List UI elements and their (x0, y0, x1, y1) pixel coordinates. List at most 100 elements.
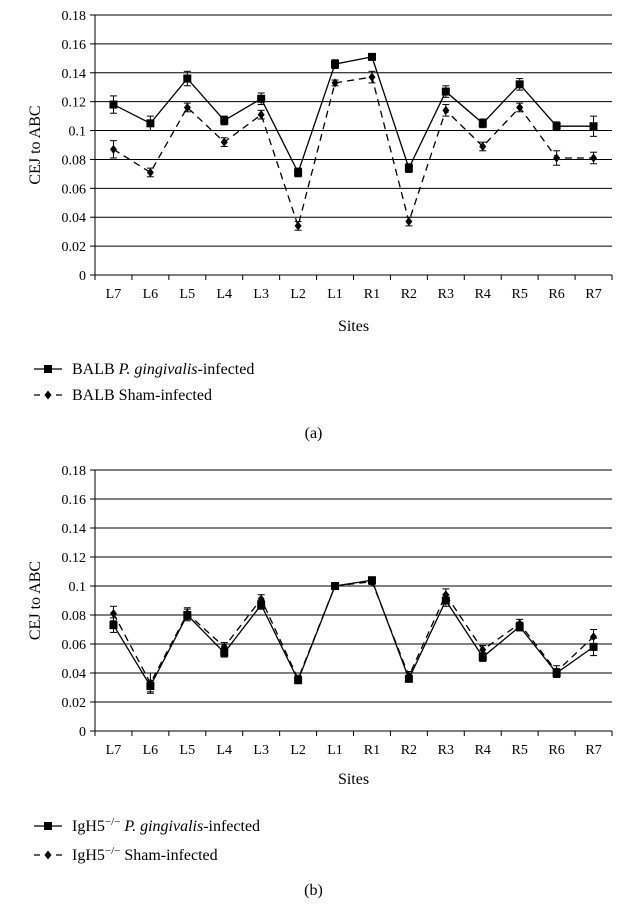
data-point-diamond (183, 609, 191, 619)
legend-label-part: -infected (198, 361, 255, 378)
y-tick-label: 0.08 (62, 609, 87, 624)
data-point-diamond (368, 577, 376, 587)
data-point-diamond (331, 581, 339, 591)
data-point-diamond (479, 141, 487, 151)
x-tick-label: L1 (327, 743, 343, 758)
legend-label-part: P. gingivalis (118, 361, 198, 378)
legend-label: IgH5−/− P. gingivalis-infected (72, 816, 260, 835)
legend-entry: IgH5−/− Sham-infected (34, 845, 218, 864)
data-point-square (404, 164, 413, 173)
legend-marker-square (44, 822, 52, 830)
x-axis-title: Sites (338, 318, 369, 335)
x-tick-label: R3 (438, 287, 454, 302)
y-tick-label: 0.06 (62, 182, 87, 197)
y-tick-label: 0 (79, 725, 86, 740)
data-point-square (552, 122, 561, 131)
data-point-diamond (553, 153, 561, 163)
y-tick-label: 0.16 (62, 38, 87, 53)
data-point-square (220, 116, 229, 125)
data-point-square (441, 87, 450, 96)
x-tick-label: R2 (401, 287, 417, 302)
data-point-diamond (553, 667, 561, 677)
data-point-diamond (146, 678, 154, 688)
data-point-square (589, 642, 598, 651)
panel-label: (b) (304, 882, 323, 899)
legend-label-part: -infected (203, 818, 260, 835)
panel-b-chart: 0 0.02 0.04 0.06 0.08 0.1 0.12 0.14 0.16 0.18 L7 L6… (27, 464, 613, 899)
x-tick-label: R5 (512, 287, 528, 302)
data-point-diamond (257, 110, 265, 120)
x-tick-label: L4 (216, 743, 232, 758)
legend-label: IgH5−/− Sham-infected (72, 845, 218, 864)
x-tick-label: R1 (364, 743, 380, 758)
x-tick-label: L5 (180, 743, 196, 758)
x-tick-label: R3 (438, 743, 454, 758)
x-tick-label: L1 (327, 287, 343, 302)
y-tick-label: 0.06 (62, 638, 87, 653)
data-point-diamond (220, 137, 228, 147)
y-tick-label: 0.02 (62, 240, 87, 255)
legend-marker-diamond (44, 850, 52, 860)
x-tick-label: L6 (143, 743, 159, 758)
series-line-1 (112, 579, 594, 688)
legend-marker-diamond (44, 390, 52, 400)
y-tick-label: 0.04 (62, 667, 87, 682)
y-tick-label: 0.08 (62, 153, 87, 168)
data-point-square (183, 74, 192, 83)
x-axis-title: Sites (338, 771, 369, 788)
y-tick-label: 0.18 (62, 9, 87, 24)
data-point-diamond (109, 144, 117, 154)
data-point-square (257, 600, 266, 609)
x-tick-label: L4 (216, 287, 232, 302)
data-point-diamond (442, 590, 450, 600)
data-point-diamond (442, 105, 450, 115)
series-line-1 (113, 56, 594, 175)
x-tick-label: R2 (401, 743, 417, 758)
x-tick-label: L3 (253, 287, 269, 302)
x-tick-label: L2 (290, 743, 306, 758)
x-tick-label: R1 (364, 287, 380, 302)
y-tick-label: 0.14 (62, 522, 87, 537)
data-point-square (109, 621, 118, 630)
x-tick-label: L7 (106, 743, 122, 758)
y-tick-label: 0.1 (69, 580, 87, 595)
legend-entry: BALB Sham-infected (34, 387, 212, 404)
y-tick-label: 0.16 (62, 493, 87, 508)
data-point-diamond (368, 72, 376, 82)
y-tick-label: 0.1 (69, 125, 87, 140)
data-point-diamond (516, 102, 524, 112)
x-tick-label: L2 (290, 287, 306, 302)
legend-label-part: P. gingivalis (120, 818, 203, 835)
y-tick-label: 0.12 (62, 551, 87, 566)
data-point-square (146, 119, 155, 128)
data-point-square (515, 80, 524, 89)
y-tick-label: 0.02 (62, 696, 87, 711)
data-point-diamond (331, 78, 339, 88)
legend-marker-square (44, 365, 52, 373)
y-tick-label: 0.14 (62, 67, 87, 82)
x-tick-label: R4 (475, 287, 491, 302)
x-tick-label: R7 (585, 743, 601, 758)
data-point-diamond (257, 594, 265, 604)
legend-label-part: BALB Sham-infected (72, 387, 212, 404)
x-tick-label: L7 (106, 287, 122, 302)
y-tick-label: 0.04 (62, 211, 87, 226)
data-point-diamond (405, 217, 413, 227)
data-point-square (109, 100, 118, 109)
legend-label-part: IgH5 (72, 818, 105, 835)
x-tick-label: R6 (548, 287, 564, 302)
data-point-square (478, 653, 487, 662)
data-point-square (478, 119, 487, 128)
x-tick-label: L3 (253, 743, 269, 758)
x-tick-label: R5 (512, 743, 528, 758)
data-point-diamond (294, 674, 302, 684)
data-point-diamond (220, 642, 228, 652)
data-point-square (331, 60, 340, 69)
y-axis-title: CEJ to ABC (27, 105, 44, 184)
data-point-diamond (405, 671, 413, 681)
data-point-square (589, 122, 598, 131)
data-point-square (257, 94, 266, 103)
data-point-diamond (590, 153, 598, 163)
legend-label-part: Sham-infected (120, 847, 217, 864)
